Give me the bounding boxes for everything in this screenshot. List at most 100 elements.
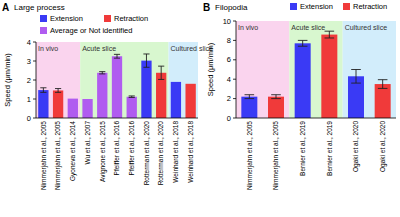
y-tick — [233, 21, 236, 22]
error-cap — [129, 97, 135, 98]
error-line — [276, 95, 277, 99]
y-tick-label: 0 — [27, 114, 31, 123]
error-cap — [55, 88, 61, 89]
legend-label: Average or Not identified — [50, 26, 132, 35]
legend-swatch — [343, 3, 350, 10]
error-line — [356, 70, 357, 84]
bar — [241, 97, 257, 118]
bar — [53, 90, 63, 118]
error-cap — [99, 73, 105, 74]
error-cap — [40, 92, 46, 93]
error-bar — [325, 31, 335, 38]
panel: In vivoAcute sliceCultured slice0246810N… — [203, 2, 396, 190]
error-cap — [378, 88, 388, 89]
y-tick — [33, 118, 36, 119]
bar — [127, 97, 137, 118]
title: Filopodia — [215, 3, 248, 12]
bar — [97, 73, 107, 118]
x-tick-label: Rotterman et al., 2020 — [157, 121, 164, 186]
figure: In vivoAcute sliceCultured slice01234Nim… — [0, 0, 400, 217]
error-cap — [40, 87, 46, 88]
x-tick-label: Nimmerjahn et al., 2005 — [54, 121, 62, 190]
bar — [112, 56, 122, 118]
error-bar — [298, 40, 308, 46]
x-tick-label: Avignone et al., 2015 — [99, 121, 107, 182]
y-tick — [33, 61, 36, 62]
error-cap — [298, 40, 308, 41]
y-tick-label: 10 — [223, 17, 231, 26]
panel-label: A — [2, 2, 9, 13]
y-tick-label: 4 — [227, 75, 231, 84]
error-bar — [158, 66, 164, 79]
bar — [171, 82, 181, 118]
y-tick-label: 3 — [27, 57, 31, 66]
x-tick-label: Nimmerjahn et al., 2005 — [40, 121, 48, 190]
region-background — [343, 21, 396, 118]
error-cap — [351, 83, 361, 84]
y-axis-label: Speed (μm/min) — [3, 53, 12, 107]
bars — [38, 54, 196, 118]
error-cap — [351, 69, 361, 70]
error-line — [329, 31, 330, 38]
y-tick — [33, 42, 36, 43]
x-tick-label: Pfeiffer et al., 2016 — [113, 121, 120, 176]
x-tick-label: Ogaki et al., 2020 — [379, 121, 387, 172]
error-cap — [55, 92, 61, 93]
x-tick-label: Nimmerjahn et al., 2005 — [246, 121, 254, 190]
region-background — [236, 21, 289, 118]
error-line — [302, 40, 303, 46]
bar — [375, 84, 391, 118]
title: Large process — [14, 3, 65, 12]
legend-swatch — [40, 27, 47, 34]
error-line — [146, 54, 147, 67]
y-tick-label: 2 — [27, 76, 31, 85]
y-axis-label: Speed (μm/min) — [206, 42, 215, 96]
error-bar — [351, 70, 361, 84]
error-bar — [55, 89, 61, 93]
x-tick-label: Nimmerjahn et al., 2005 — [272, 121, 280, 190]
x-tick-label: Gyoneva et al., 2014 — [69, 121, 77, 181]
legend-item: Extension — [290, 2, 333, 11]
y-tick-label: 0 — [227, 114, 231, 123]
y-tick-label: 6 — [227, 55, 231, 64]
error-line — [43, 88, 44, 93]
legend-item: Retraction — [343, 2, 387, 11]
error-cap — [143, 67, 149, 68]
error-cap — [158, 79, 164, 80]
legend-item: Retraction — [104, 14, 148, 23]
region-label: Acute slice — [82, 45, 116, 52]
x-tick-label: Weinhard et al., 2018 — [187, 121, 194, 183]
legend-swatch — [104, 15, 111, 22]
region-background — [80, 42, 168, 118]
error-cap — [325, 37, 335, 38]
legend-swatch — [290, 3, 297, 10]
error-line — [117, 54, 118, 58]
error-bar — [40, 88, 46, 93]
error-cap — [271, 98, 281, 99]
error-cap — [298, 46, 308, 47]
y-tick — [233, 59, 236, 60]
y-tick-label: 4 — [27, 38, 31, 47]
region-background — [289, 21, 342, 118]
error-cap — [245, 94, 255, 95]
region-label: In vivo — [238, 24, 258, 31]
error-line — [249, 95, 250, 99]
bar — [82, 99, 92, 118]
error-cap — [143, 53, 149, 54]
x-axis — [36, 118, 198, 119]
y-tick — [233, 118, 236, 119]
error-cap — [158, 66, 164, 67]
x-tick-label: Bernier et al., 2019 — [299, 121, 306, 176]
region-background — [169, 42, 198, 118]
error-bar — [114, 54, 120, 58]
error-cap — [245, 98, 255, 99]
y-tick-label: 1 — [27, 95, 31, 104]
y-tick-label: 8 — [227, 36, 231, 45]
legend-item: Extension — [40, 14, 83, 23]
error-bar — [378, 80, 388, 89]
error-line — [58, 89, 59, 93]
y-axis — [236, 21, 237, 118]
error-line — [382, 80, 383, 89]
x-tick-label: Wu et al., 2007 — [84, 121, 91, 165]
y-tick — [233, 98, 236, 99]
